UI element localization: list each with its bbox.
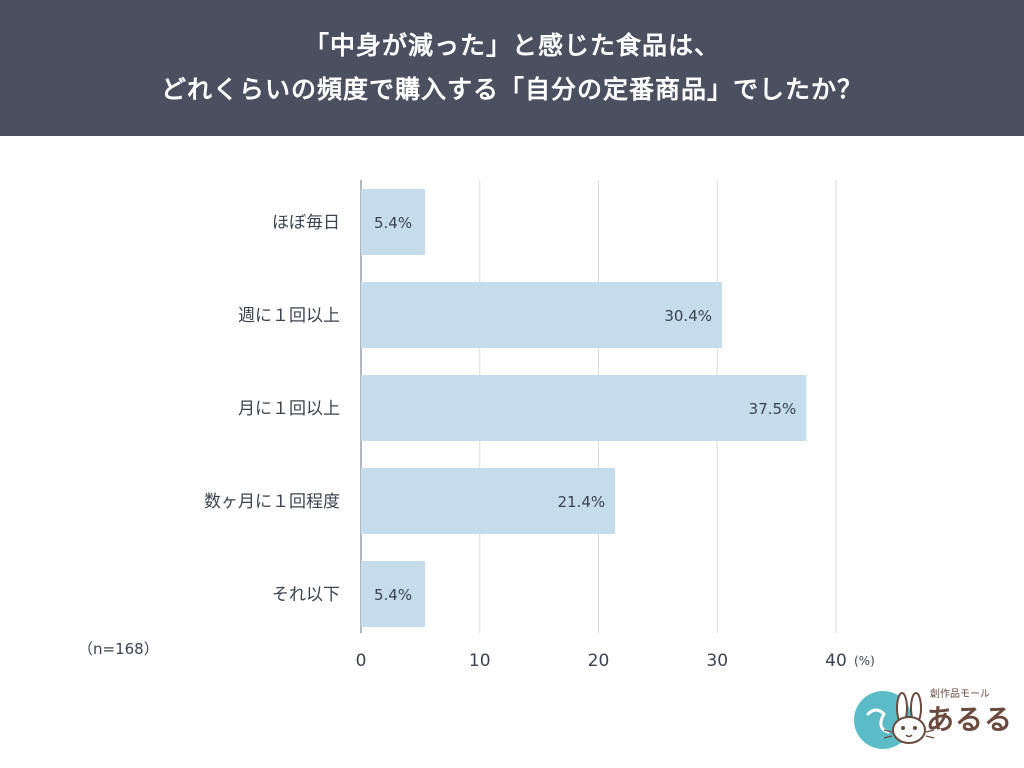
x-tick-label: 30: [706, 651, 728, 671]
x-tick-label: 0: [356, 651, 367, 671]
bar: [361, 561, 426, 627]
x-tick-label: 10: [469, 651, 491, 671]
x-tick-label: 40: [825, 651, 847, 671]
category-label: 数ヶ月に１回程度: [204, 492, 340, 512]
category-label: ほぼ毎日: [272, 213, 340, 233]
category-label: それ以下: [272, 585, 340, 605]
bar: [361, 468, 616, 534]
x-tick-label: 20: [588, 651, 610, 671]
brand-logo: 創作品モール あるる: [852, 684, 1012, 752]
bar: [361, 282, 722, 348]
category-label: 週に１回以上: [238, 306, 340, 326]
data-label: 5.4%: [374, 586, 412, 604]
logo-tagline: 創作品モール: [930, 689, 990, 700]
bar: [361, 375, 807, 441]
chart-title-banner: 「中身が減った」と感じた食品は、 どれくらいの頻度で購入する「自分の定番商品」で…: [0, 0, 1024, 136]
data-label: 5.4%: [374, 214, 412, 232]
logo-wordmark: あるる: [926, 703, 1014, 736]
data-label: 21.4%: [557, 493, 605, 511]
sample-size-note: （n=168）: [78, 640, 159, 658]
bar-chart: ほぼ毎日 5.4% 週に１回以上 30.4% 月に１回以上 37.5% 数ヶ月に１回程度 21…: [78, 180, 875, 671]
category-label: 月に１回以上: [238, 399, 340, 419]
chart-title-line-1: 「中身が減った」と感じた食品は、: [303, 31, 720, 60]
rabbit-logo-icon: [854, 691, 935, 749]
bar: [361, 189, 426, 255]
chart-title-line-2: どれくらいの頻度で購入する「自分の定番商品」でしたか？: [160, 75, 863, 104]
data-label: 37.5%: [749, 400, 797, 418]
x-axis-unit: (%): [854, 654, 875, 668]
data-label: 30.4%: [664, 307, 712, 325]
